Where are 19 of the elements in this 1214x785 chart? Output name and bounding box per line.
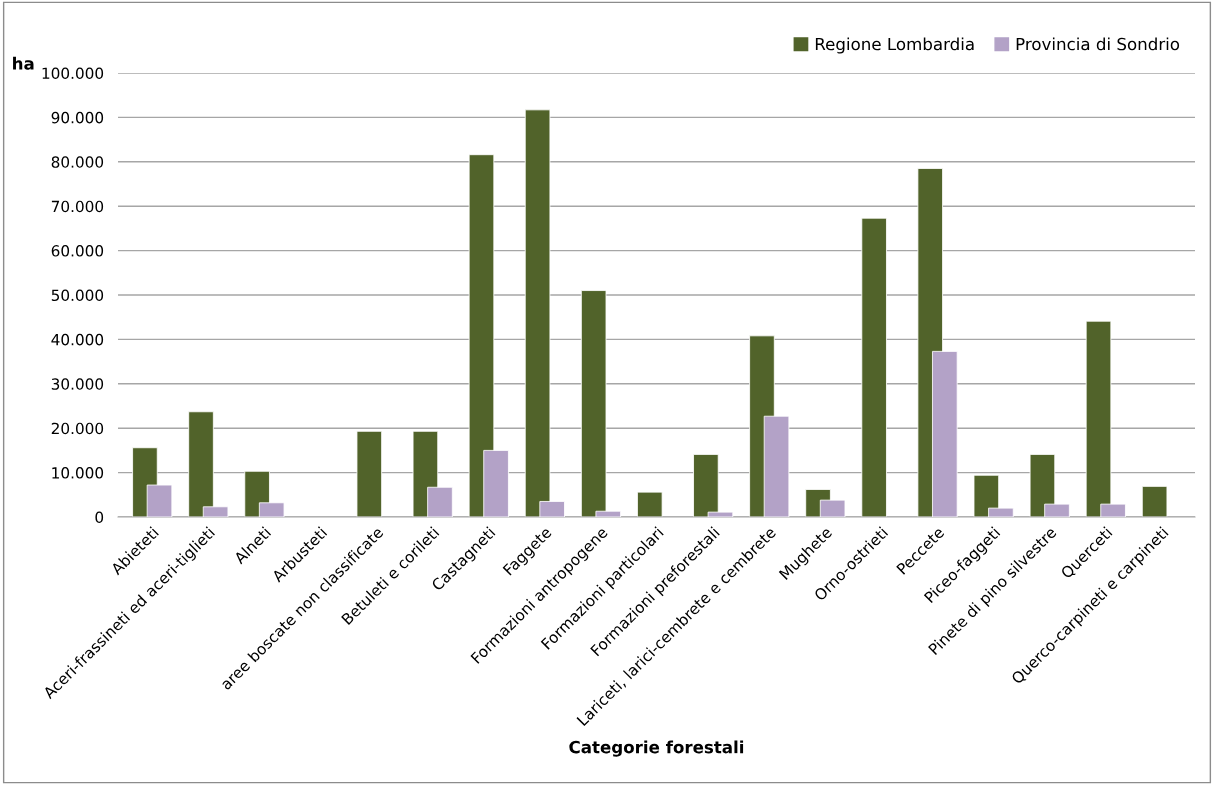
legend-label: Provincia di Sondrio [1016, 37, 1180, 51]
y-tick-label: 0 [95, 511, 104, 524]
legend-label: Regione Lombardia [815, 37, 974, 54]
y-tick-label: 90.000 [51, 111, 104, 124]
bar [861, 217, 887, 517]
bar [1141, 485, 1168, 517]
y-tick-label: 50.000 [51, 289, 104, 302]
bar [637, 491, 663, 517]
y-tick-label: 40.000 [51, 333, 104, 346]
x-axis-title: Categorie forestali [569, 740, 744, 757]
y-tick-label: 100.000 [42, 67, 104, 80]
y-tick-label: 60.000 [51, 245, 104, 257]
y-tick-label: 20.000 [51, 422, 104, 435]
y-tick-label: 80.000 [51, 156, 104, 168]
y-axis-title: ha [13, 56, 34, 70]
y-tick-label: 30.000 [51, 378, 104, 390]
y-tick-label: 10.000 [52, 467, 104, 479]
bar [356, 430, 383, 517]
y-tick-label: 70.000 [51, 200, 104, 213]
